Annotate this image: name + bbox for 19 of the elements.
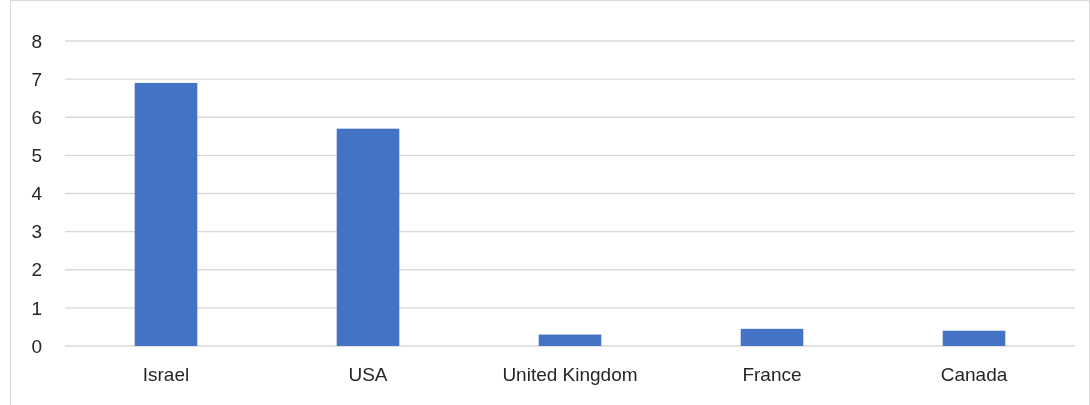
y-tick-label: 7 — [31, 68, 42, 90]
bar — [942, 330, 1006, 346]
bar — [538, 334, 602, 346]
y-tick-label: 4 — [31, 183, 43, 205]
x-tick-label: United Kingdom — [502, 364, 638, 385]
x-tick-label: Canada — [940, 364, 1008, 385]
y-tick-label: 5 — [31, 145, 42, 167]
y-tick-label: 8 — [31, 30, 42, 52]
bar — [134, 82, 198, 346]
y-tick-label: 3 — [31, 221, 42, 243]
y-tick-label: 2 — [31, 259, 42, 281]
bar — [336, 128, 400, 346]
x-tick-label: USA — [348, 364, 388, 385]
x-tick-label: France — [742, 364, 802, 385]
bar — [740, 328, 804, 346]
y-tick-label: 6 — [31, 106, 42, 128]
y-tick-label: 0 — [31, 335, 42, 357]
y-tick-label: 1 — [31, 297, 42, 319]
x-tick-label: Israel — [142, 364, 190, 385]
